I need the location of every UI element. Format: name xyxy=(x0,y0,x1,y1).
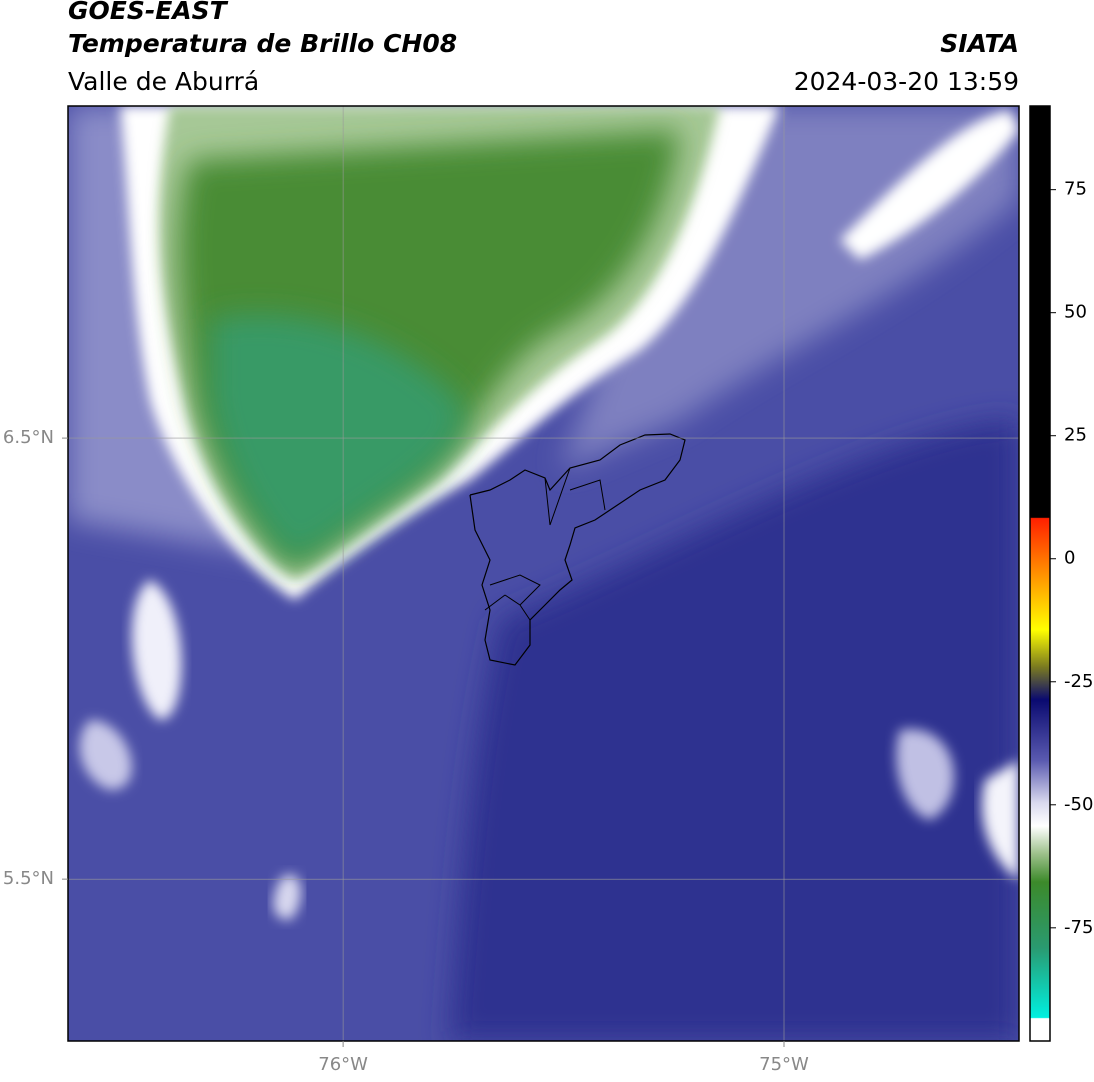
title: GOES-EAST xyxy=(68,0,229,25)
x-tick-label: 76°W xyxy=(318,1054,368,1075)
y-tick-label: 5.5°N xyxy=(3,868,54,889)
x-tick-label: 75°W xyxy=(759,1054,809,1075)
colorbar-label: 0 xyxy=(1064,548,1075,569)
source: SIATA xyxy=(940,29,1019,58)
satellite-field xyxy=(68,106,1019,1041)
colorbar xyxy=(1029,105,1051,1042)
municipality-borders xyxy=(484,467,606,621)
colorbar-label: 75 xyxy=(1064,179,1087,200)
y-tick-label: 6.5°N xyxy=(3,427,54,448)
colorbar-label: -25 xyxy=(1064,671,1093,692)
colorbar-label: 50 xyxy=(1064,302,1087,323)
valley-outline xyxy=(469,433,686,666)
datetime: 2024-03-20 13:59 xyxy=(794,67,1019,96)
region: Valle de Aburrá xyxy=(68,67,259,96)
graticule xyxy=(68,106,1019,1041)
colorbar-label: -75 xyxy=(1064,917,1093,938)
subtitle: Temperatura de Brillo CH08 xyxy=(68,29,457,58)
map-frame xyxy=(67,105,1020,1042)
colorbar-label: -50 xyxy=(1064,794,1093,815)
colorbar-label: 25 xyxy=(1064,425,1087,446)
